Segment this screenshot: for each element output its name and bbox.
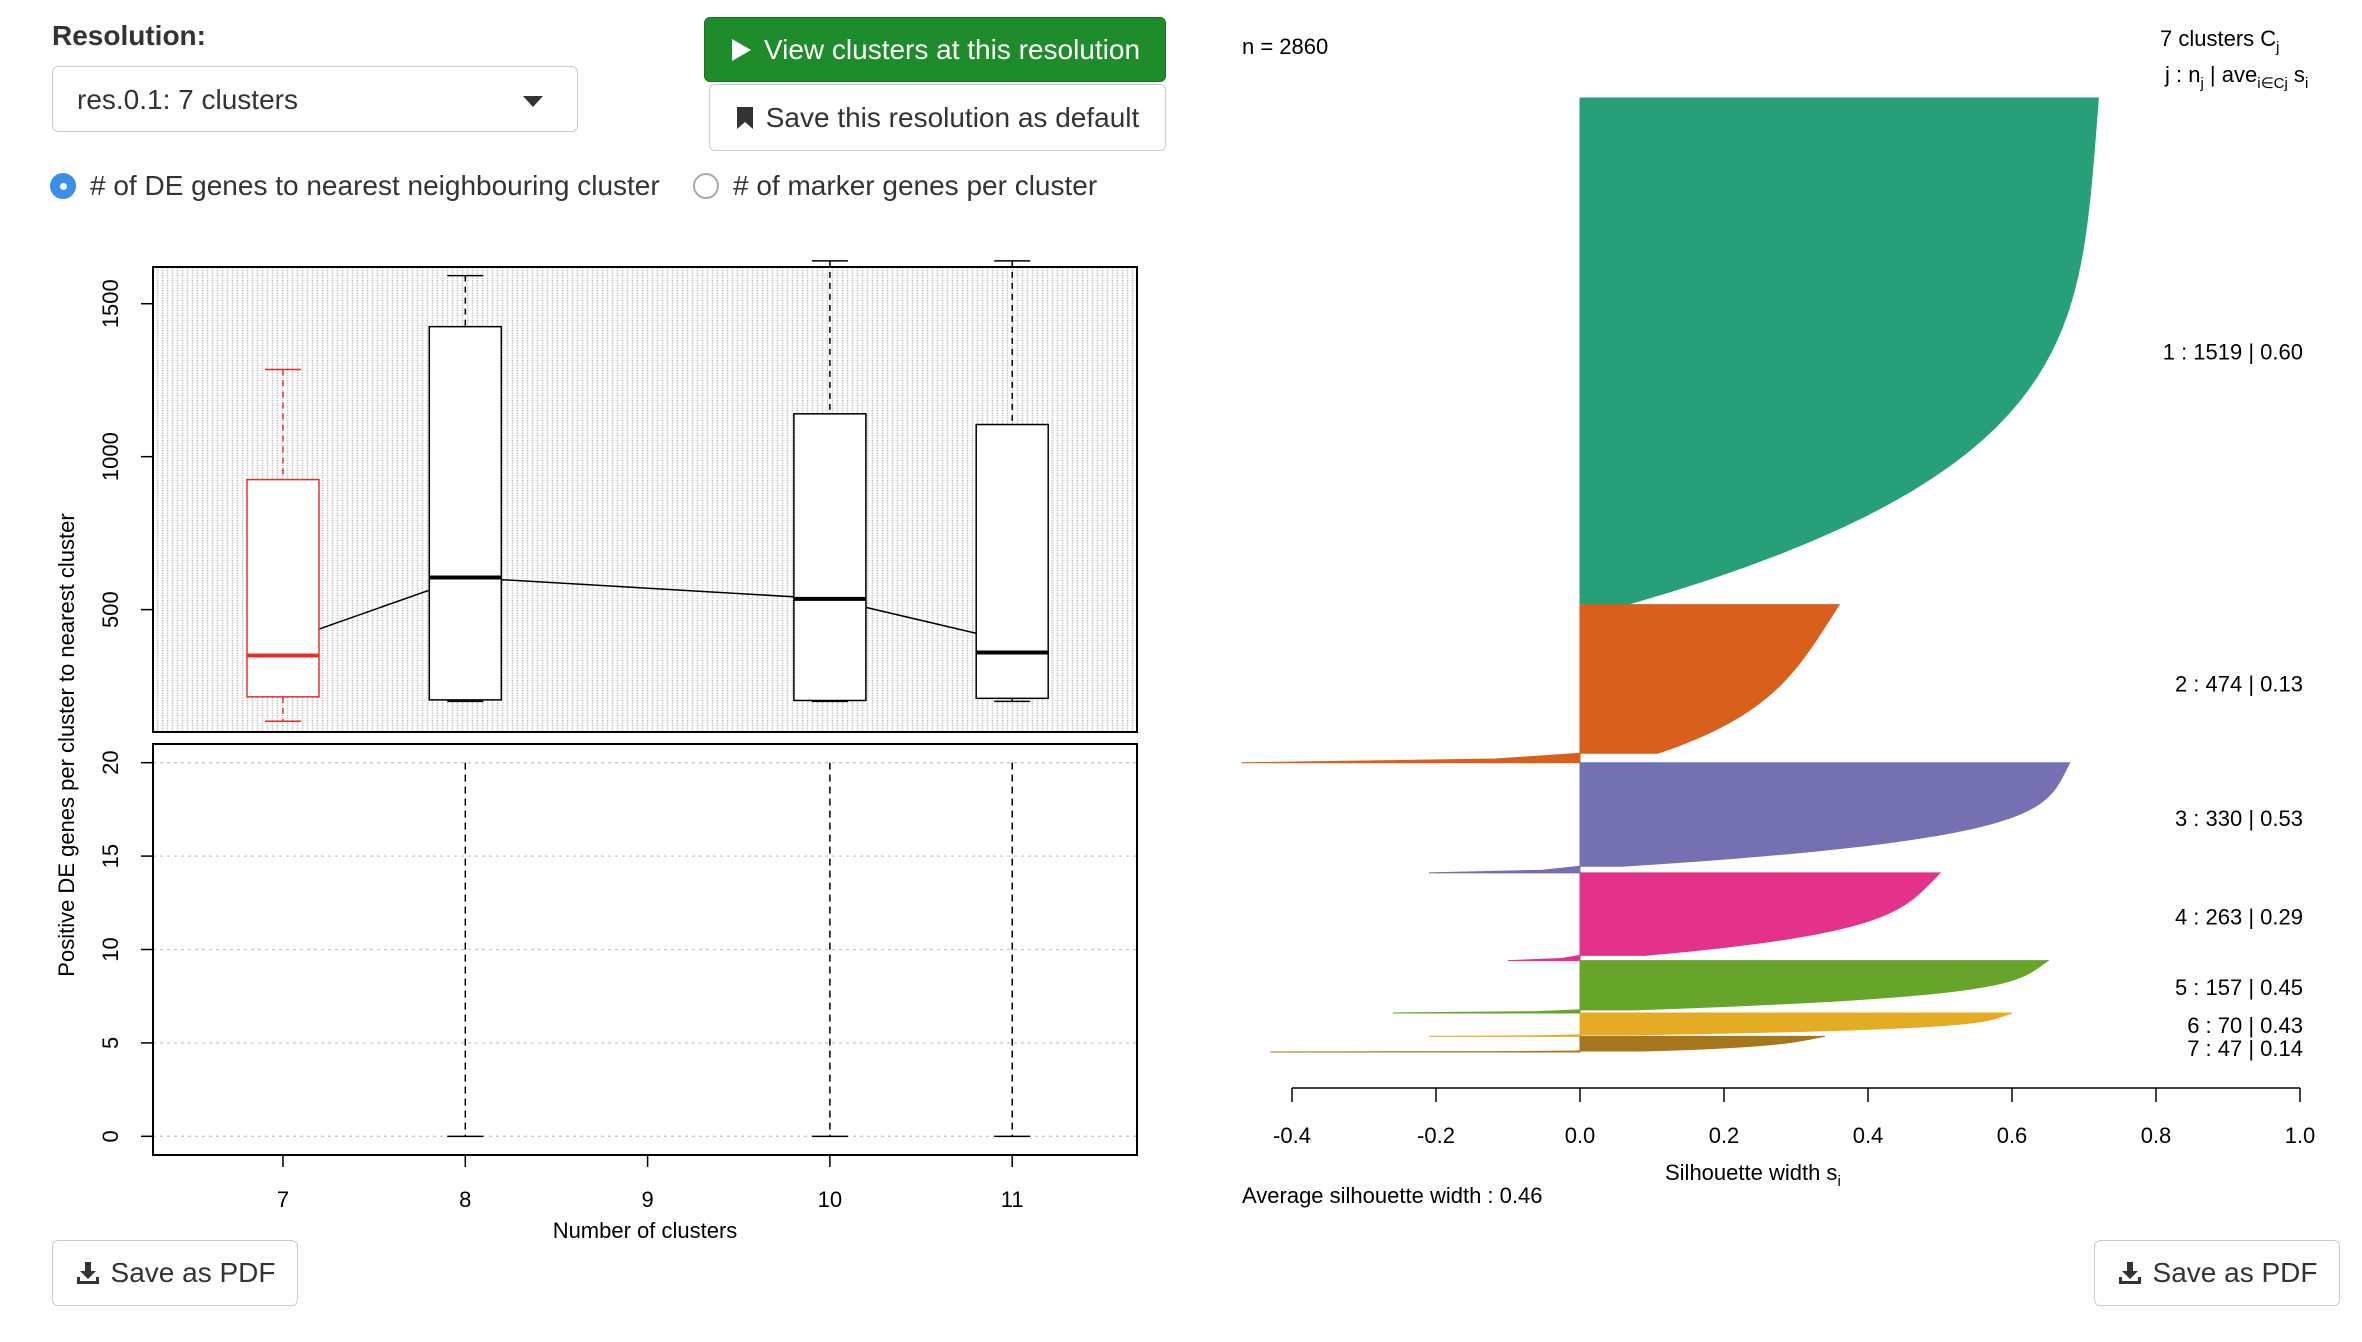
cluster-label-3: 3 : 330 | 0.53: [2175, 806, 2303, 831]
view-clusters-button[interactable]: View clusters at this resolution: [704, 17, 1166, 82]
de-genes-boxplot: 500 1000 1500 0 5 10 15 20 7 8 9 10 11 Number of c…: [54, 260, 1138, 1243]
boxplot-y-label: Positive DE genes per cluster to nearest…: [54, 513, 79, 976]
x-tick-label: -0.4: [1273, 1123, 1311, 1148]
cluster-label-2: 2 : 474 | 0.13: [2175, 672, 2303, 697]
save-pdf-button-right[interactable]: Save as PDF: [2094, 1240, 2340, 1306]
save-pdf-button-left[interactable]: Save as PDF: [52, 1240, 298, 1306]
box-10: [793, 260, 867, 703]
silhouette-cluster-4: [1579, 872, 1942, 956]
header-sub-nj: j: [2199, 75, 2203, 92]
box-iqr: [428, 325, 503, 701]
save-pdf-label-right: Save as PDF: [2152, 1257, 2318, 1288]
header-ave: | ave: [2204, 62, 2257, 87]
silhouette-cluster-5: [1579, 960, 2050, 1011]
upper-panel-frame: [152, 266, 1138, 733]
upper-y-tick-label: 1500: [98, 279, 123, 328]
header-sub-ave: i∈Cj: [2257, 75, 2288, 92]
upper-y-tick-label: 500: [98, 591, 123, 628]
lower-y-tick-label: 5: [98, 1037, 123, 1049]
x-tick-label: 7: [277, 1187, 289, 1212]
download-icon: [2118, 1262, 2141, 1284]
box-iqr: [975, 423, 1049, 700]
silhouette-cluster-7: [1579, 1035, 1825, 1052]
radio-de-genes[interactable]: # of DE genes to nearest neighbouring cl…: [50, 170, 660, 202]
silhouette-plot: 1 : 1519 | 0.60 2 : 474 | 0.13 3 : 330 | 0…: [1241, 26, 2316, 1208]
resolution-select-value: res.0.1: 7 clusters: [77, 84, 298, 115]
cluster-label-7: 7 : 47 | 0.14: [2187, 1036, 2303, 1061]
silhouette-bars: [1241, 97, 2099, 1053]
view-clusters-label: View clusters at this resolution: [763, 33, 1141, 65]
cluster-label-5: 5 : 157 | 0.45: [2175, 975, 2303, 1000]
silhouette-header-clusters: 7 clusters Cj: [2160, 26, 2280, 56]
x-tick-label: 11: [1001, 1187, 1024, 1212]
radio-de-genes-indicator[interactable]: [50, 173, 76, 199]
upper-y-tick-label: 1000: [98, 432, 123, 481]
silhouette-x-label: Silhouette width si: [1665, 1160, 1841, 1190]
silhouette-cluster-6: [1579, 1012, 2013, 1036]
silhouette-header-columns: j : nj | avei∈Cj si: [2164, 62, 2308, 92]
save-default-label: Save this resolution as default: [765, 101, 1140, 133]
boxplot-upper-panel: 500 1000 1500: [98, 260, 1138, 733]
lower-y-tick-label: 20: [98, 750, 123, 774]
header-sub-j: j: [2275, 39, 2279, 56]
x-tick-label: 10: [818, 1187, 842, 1212]
silhouette-cluster-3: [1579, 762, 2071, 867]
box-8: [428, 274, 503, 703]
median-trend-line: [282, 576, 1013, 643]
silhouette-negative-5: [1392, 1009, 1581, 1014]
box-11: [975, 260, 1049, 703]
header-sub-si: i: [2305, 75, 2308, 92]
x-tick-label: 0.6: [1997, 1123, 2028, 1148]
x-tick-label: 1.0: [2285, 1123, 2316, 1148]
cluster-label-6: 6 : 70 | 0.43: [2187, 1013, 2303, 1038]
x-tick-label: 0.0: [1565, 1123, 1596, 1148]
x-tick-label: 0.8: [2141, 1123, 2172, 1148]
silhouette-n-label: n = 2860: [1242, 34, 1328, 59]
box-7: [246, 368, 320, 723]
box-iqr: [246, 478, 320, 698]
silhouette-negative-3: [1428, 865, 1581, 874]
cluster-label-1: 1 : 1519 | 0.60: [2163, 339, 2303, 364]
resolution-label: Resolution:: [52, 20, 206, 51]
x-tick-label: 8: [459, 1187, 471, 1212]
silhouette-negative-4: [1507, 954, 1581, 962]
radio-marker-genes[interactable]: # of marker genes per cluster: [693, 170, 1097, 202]
x-tick-label: 0.4: [1853, 1123, 1884, 1148]
lower-y-tick-label: 0: [98, 1130, 123, 1142]
radio-de-genes-label: # of DE genes to nearest neighbouring cl…: [90, 170, 660, 201]
download-icon: [76, 1262, 99, 1284]
silhouette-negative-2: [1241, 752, 1581, 764]
lower-y-tick-label: 10: [98, 937, 123, 961]
radio-marker-genes-indicator[interactable]: [693, 173, 719, 199]
x-tick-label: 9: [641, 1187, 653, 1212]
box-iqr: [793, 413, 867, 702]
chevron-down-icon: [523, 96, 543, 107]
silhouette-cluster-labels: 1 : 1519 | 0.60 2 : 474 | 0.13 3 : 330 | 0…: [2163, 339, 2303, 1061]
boxplot-x-label: Number of clusters: [553, 1218, 738, 1243]
radio-marker-genes-label: # of marker genes per cluster: [733, 170, 1098, 201]
lower-panel-frame: [152, 743, 1138, 1156]
x-tick-label: 0.2: [1709, 1123, 1740, 1148]
silhouette-negative-7: [1270, 1050, 1581, 1053]
save-pdf-label-left: Save as PDF: [110, 1257, 276, 1288]
play-icon: [731, 38, 751, 61]
boxplot-lower-panel: 0 5 10 15 20: [98, 743, 1138, 1156]
resolution-select[interactable]: res.0.1: 7 clusters: [52, 66, 578, 132]
silhouette-negative-6: [1428, 1034, 1581, 1037]
silhouette-x-axis: -0.4 -0.2 0.0 0.2 0.4 0.6 0.8 1.0: [1273, 1087, 2316, 1148]
header-si: s: [2288, 62, 2305, 87]
bookmark-icon: [736, 106, 753, 129]
x-label-subscript: i: [1837, 1173, 1840, 1190]
silhouette-cluster-2: [1579, 604, 1841, 754]
lower-y-tick-label: 15: [98, 844, 123, 868]
boxplot-x-axis: 7 8 9 10 11: [277, 1155, 1024, 1212]
x-tick-label: -0.2: [1417, 1123, 1455, 1148]
save-default-button[interactable]: Save this resolution as default: [709, 84, 1166, 151]
cluster-label-4: 4 : 263 | 0.29: [2175, 905, 2303, 930]
silhouette-average-label: Average silhouette width : 0.46: [1242, 1183, 1542, 1208]
silhouette-cluster-1: [1579, 97, 2099, 606]
